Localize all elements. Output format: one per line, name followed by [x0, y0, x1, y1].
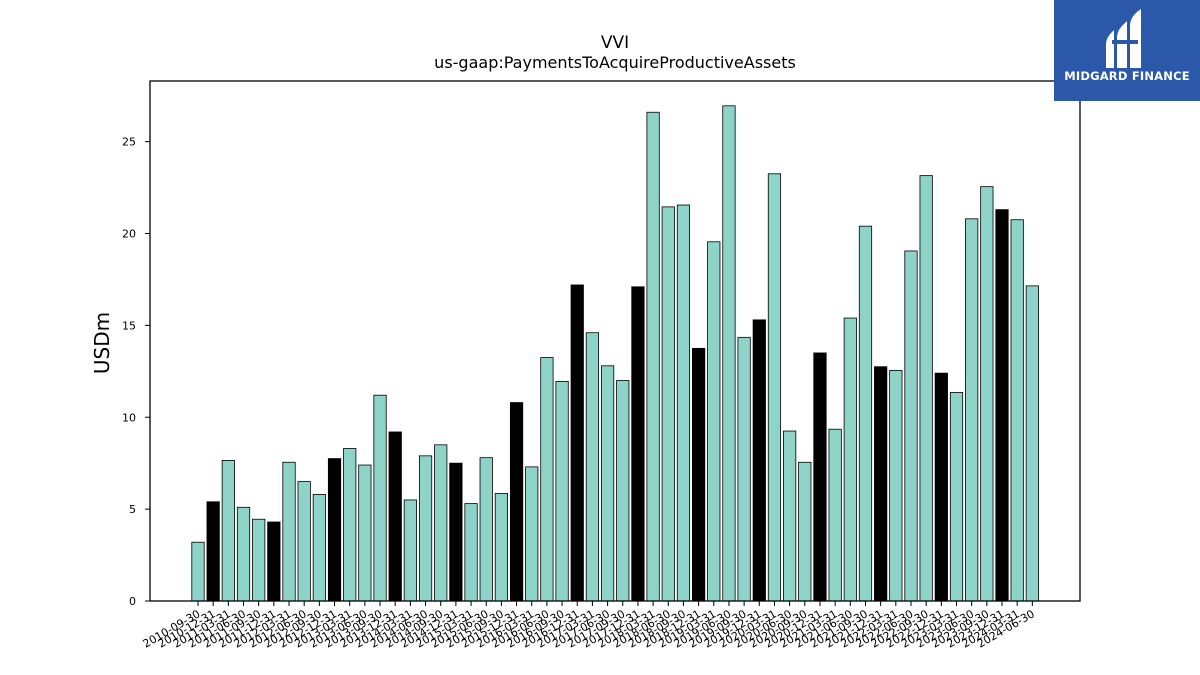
bar-2012-03-31 [282, 461, 296, 602]
logo-text: MIDGARD FINANCE [1064, 69, 1190, 83]
bar-2017-06-30 [600, 365, 615, 602]
bar-2015-03-31 [464, 503, 478, 602]
bar-2010-12-31 [206, 501, 220, 602]
bar-2019-06-30 [722, 105, 736, 602]
chart-subtitle: us-gaap:PaymentsToAcquireProductiveAsset… [434, 53, 796, 72]
bar-2023-06-30 [965, 218, 979, 602]
bar-2021-03-31 [828, 428, 842, 602]
bar-2012-09-30 [312, 494, 326, 602]
bar-2012-12-31 [327, 458, 342, 602]
bar-2012-06-30 [297, 481, 311, 602]
y-tick-label: 15 [122, 319, 136, 332]
bar-2011-06-30 [236, 506, 251, 602]
bar-2021-06-30 [843, 317, 857, 602]
bar-2016-06-30 [540, 357, 554, 602]
bar-2010-09-30 [191, 541, 205, 602]
y-tick-label: 5 [129, 503, 136, 516]
bar-2018-09-30 [676, 204, 691, 602]
bar-2016-12-31 [570, 284, 584, 602]
bar-2015-09-30 [494, 493, 509, 602]
bar-2011-09-30 [252, 518, 266, 602]
bar-2019-09-30 [737, 336, 751, 602]
bar-2023-09-30 [980, 186, 994, 602]
bar-2013-03-31 [343, 448, 357, 602]
bar-2023-03-31 [949, 392, 964, 602]
bar-2018-12-31 [692, 347, 706, 602]
plot-frame [149, 80, 1081, 602]
brand-logo: MIDGARD FINANCE [1054, 0, 1200, 101]
bar-2019-03-31 [707, 241, 721, 602]
bar-2018-06-30 [661, 206, 675, 602]
bar-2014-12-31 [449, 462, 463, 602]
bar-2022-09-30 [919, 175, 933, 602]
bar-2021-09-30 [858, 225, 873, 602]
chart-title: VVI [601, 33, 629, 53]
bar-2022-12-31 [934, 372, 948, 602]
bar-2013-06-30 [358, 464, 372, 602]
bar-2020-09-30 [798, 461, 812, 602]
midgard-logo-icon [1106, 9, 1141, 68]
bar-2014-06-30 [418, 455, 433, 602]
bar-2015-06-30 [479, 457, 493, 602]
bar-2024-03-31 [1010, 219, 1024, 602]
bar-2021-12-31 [874, 366, 888, 602]
bar-2022-03-31 [889, 369, 903, 602]
bar-2014-09-30 [434, 444, 448, 602]
bar-2016-09-30 [555, 381, 569, 602]
x-axis: 2010-09-302010-12-312011-03-312011-06-30… [141, 601, 1037, 651]
bar-2014-03-31 [403, 499, 417, 602]
bar-2017-12-31 [631, 286, 645, 602]
y-tick-label: 10 [122, 411, 136, 424]
bar-2019-12-31 [752, 319, 766, 602]
y-tick-label: 0 [129, 595, 136, 608]
bar-2011-12-31 [267, 521, 281, 602]
y-axis-label: USDm [90, 312, 114, 374]
y-tick-label: 25 [122, 136, 136, 149]
bar-2024-06-30 [1025, 285, 1039, 602]
bar-2020-03-31 [767, 173, 782, 602]
bar-2020-12-31 [813, 352, 827, 602]
bar-2017-09-30 [616, 380, 630, 602]
y-axis: 0 5 10 15 20 25 [122, 136, 150, 608]
bar-2020-06-30 [783, 430, 797, 602]
bars-group [191, 105, 1039, 602]
bar-2016-03-31 [525, 466, 539, 602]
bar-2022-06-30 [904, 250, 918, 602]
bar-2011-03-31 [221, 460, 235, 602]
bar-2018-03-31 [646, 111, 660, 602]
bar-2013-12-31 [388, 431, 402, 602]
bar-2015-12-31 [509, 402, 524, 602]
y-tick-label: 20 [122, 228, 136, 241]
bar-2013-09-30 [373, 394, 387, 602]
bar-2017-03-31 [585, 332, 600, 602]
bar-2023-12-31 [995, 209, 1009, 602]
